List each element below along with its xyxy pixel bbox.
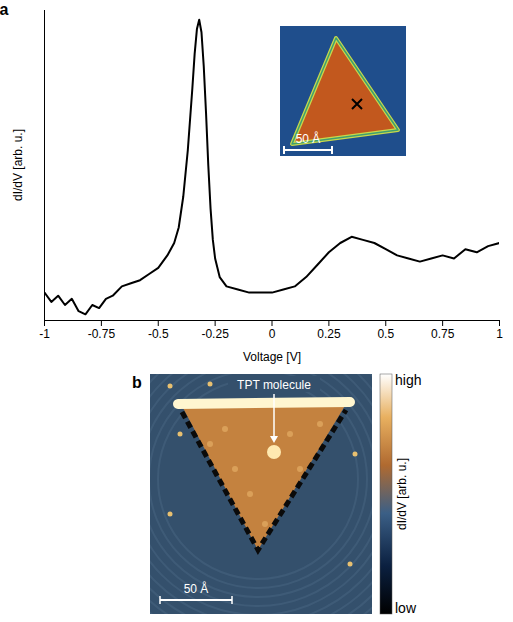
svg-text:50 Å: 50 Å xyxy=(184,581,209,596)
svg-text:-1: -1 xyxy=(39,327,50,341)
svg-text:low: low xyxy=(395,600,417,616)
svg-text:Voltage [V]: Voltage [V] xyxy=(243,350,301,364)
svg-text:0.5: 0.5 xyxy=(377,327,394,341)
svg-text:dI/dV [arb. u.]: dI/dV [arb. u.] xyxy=(11,129,25,201)
svg-text:0.25: 0.25 xyxy=(317,327,341,341)
svg-text:0.75: 0.75 xyxy=(431,327,455,341)
svg-text:dI/dV [arb. u.]: dI/dV [arb. u.] xyxy=(395,458,409,530)
svg-text:1: 1 xyxy=(496,327,503,341)
svg-text:a: a xyxy=(0,1,9,18)
svg-text:50 Å: 50 Å xyxy=(296,131,321,146)
svg-text:0: 0 xyxy=(269,327,276,341)
svg-text:-0.25: -0.25 xyxy=(201,327,229,341)
svg-text:b: b xyxy=(132,374,142,391)
svg-text:-0.75: -0.75 xyxy=(88,327,116,341)
svg-text:-0.5: -0.5 xyxy=(148,327,169,341)
svg-text:TPT molecule: TPT molecule xyxy=(237,378,311,392)
svg-text:high: high xyxy=(395,372,421,388)
